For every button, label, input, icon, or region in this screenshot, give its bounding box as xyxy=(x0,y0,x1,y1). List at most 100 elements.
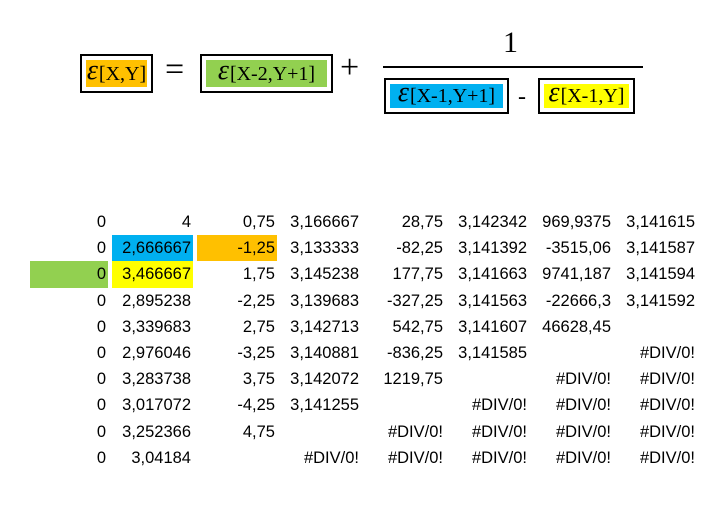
table-cell: -3515,06 xyxy=(545,239,611,258)
table-cell: #DIV/0! xyxy=(639,422,695,441)
table-cell: 3,145238 xyxy=(290,265,359,284)
table-cell: 1,75 xyxy=(242,265,275,284)
term1-epsilon-box: ε [X-2,Y+1] xyxy=(200,54,333,93)
denominator-left-subscript: [X-1,Y+1] xyxy=(409,85,496,107)
table-cell: 3,017072 xyxy=(122,396,191,415)
table-cell xyxy=(281,419,361,445)
table-cell: #DIV/0! xyxy=(639,343,695,362)
denominator-right-fill: ε [X-1,Y] xyxy=(544,79,629,108)
table-cell: 3,141592 xyxy=(626,291,695,310)
plus-sign: + xyxy=(340,49,360,86)
epsilon-symbol: ε xyxy=(397,77,409,108)
table-cell: 3,141663 xyxy=(458,265,527,284)
table-cell: 0 xyxy=(96,448,106,467)
lhs-epsilon-box: ε [X,Y] xyxy=(80,54,153,93)
table-row: 0 4 0,75 3,166667 28,75 3,142342 969,9375 3,141… xyxy=(0,209,727,235)
table-cell: 3,141587 xyxy=(626,239,695,258)
table-cell: #DIV/0! xyxy=(303,448,359,467)
table-cell: 3,141392 xyxy=(458,239,527,258)
table-cell: 4 xyxy=(181,213,191,231)
table-cell: 0,75 xyxy=(242,213,275,231)
table-cell xyxy=(197,445,277,471)
table-cell: 2,666667 xyxy=(112,235,193,262)
table-cell: 2,895238 xyxy=(122,291,191,310)
table-cell: 969,9375 xyxy=(542,213,611,231)
table-cell: 4,75 xyxy=(242,422,275,441)
table-cell: -82,25 xyxy=(396,239,443,258)
table-cell: #DIV/0! xyxy=(471,448,527,467)
denominator-right-box: ε [X-1,Y] xyxy=(538,78,635,114)
table-cell: #DIV/0! xyxy=(639,448,695,467)
lhs-epsilon-fill: ε [X,Y] xyxy=(86,54,147,87)
table-row: 0 2,895238 -2,25 3,139683 -327,25 3,141563 -22… xyxy=(0,288,727,314)
fraction-numerator: 1 xyxy=(503,26,518,59)
table-cell: 542,75 xyxy=(392,317,443,336)
epsilon-symbol: ε xyxy=(86,54,98,86)
table-cell xyxy=(365,392,445,418)
table-cell: 3,141615 xyxy=(626,213,695,231)
table-row: 0 3,339683 2,75 3,142713 542,75 3,141607 46628… xyxy=(0,314,727,340)
epsilon-symbol: ε xyxy=(548,77,560,108)
table-cell: #DIV/0! xyxy=(639,396,695,415)
denominator-left-box: ε [X-1,Y+1] xyxy=(384,78,509,114)
table-cell: #DIV/0! xyxy=(555,396,611,415)
table-cell: 3,142713 xyxy=(290,317,359,336)
table-cell: 3,75 xyxy=(242,370,275,389)
table-cell: -2,25 xyxy=(237,291,275,310)
table-cell: 3,252366 xyxy=(122,422,191,441)
table-cell: 3,142342 xyxy=(458,213,527,231)
table-cell: 0 xyxy=(96,396,106,415)
table-cell: 3,466667 xyxy=(112,261,193,288)
table-cell: 3,142072 xyxy=(290,370,359,389)
table-cell: 0 xyxy=(96,370,106,389)
table-cell: #DIV/0! xyxy=(471,422,527,441)
denominator-right-subscript: [X-1,Y] xyxy=(560,85,625,107)
table-cell: 0 xyxy=(96,343,106,362)
table-cell: #DIV/0! xyxy=(471,396,527,415)
table-cell: 3,141594 xyxy=(626,265,695,284)
table-cell: 2,75 xyxy=(242,317,275,336)
table-cell: 0 xyxy=(96,291,106,310)
table-cell: 1219,75 xyxy=(383,370,443,389)
table-cell: 3,141607 xyxy=(458,317,527,336)
minus-sign: - xyxy=(518,84,526,110)
table-cell: 9741,187 xyxy=(542,265,611,284)
table-cell: 3,141255 xyxy=(290,396,359,415)
table-cell: #DIV/0! xyxy=(555,448,611,467)
lhs-subscript: [X,Y] xyxy=(98,62,147,85)
table-cell: 28,75 xyxy=(401,213,443,231)
table-row: 0 2,976046 -3,25 3,140881 -836,25 3,141585 #DI… xyxy=(0,340,727,366)
recurrence-formula: ε [X,Y] = ε [X-2,Y+1] + 1 ε [X-1,Y+1] - ε [X… xyxy=(0,0,727,130)
table-row: 0 3,466667 1,75 3,145238 177,75 3,141663 9741,… xyxy=(0,261,727,288)
fraction-bar xyxy=(383,66,643,68)
table-cell: #DIV/0! xyxy=(387,422,443,441)
table-cell: 2,976046 xyxy=(122,343,191,362)
table-cell: 3,140881 xyxy=(290,343,359,362)
table-cell: 0 xyxy=(96,213,106,231)
table-row: 0 2,666667 -1,25 3,133333 -82,25 3,141392 -351… xyxy=(0,235,727,262)
table-row: 0 3,017072 -4,25 3,141255 #DIV/0! #DIV/0! #DIV… xyxy=(0,392,727,418)
table-cell: 3,141585 xyxy=(458,343,527,362)
term1-epsilon-fill: ε [X-2,Y+1] xyxy=(206,54,327,87)
table-cell xyxy=(617,314,697,340)
table-cell: 3,339683 xyxy=(122,317,191,336)
table-cell: 3,04184 xyxy=(131,448,191,467)
term1-subscript: [X-2,Y+1] xyxy=(229,62,316,85)
epsilon-symbol: ε xyxy=(217,54,229,86)
table-cell: #DIV/0! xyxy=(555,422,611,441)
table-cell: -327,25 xyxy=(387,291,443,310)
table-cell: 3,166667 xyxy=(290,213,359,231)
table-cell: 0 xyxy=(96,239,106,258)
table-cell: 177,75 xyxy=(392,265,443,284)
table-cell: 0 xyxy=(96,317,106,336)
table-row: 0 3,283738 3,75 3,142072 1219,75 #DIV/0! #DIV/… xyxy=(0,366,727,392)
table-cell: 0 xyxy=(96,422,106,441)
denominator-left-fill: ε [X-1,Y+1] xyxy=(390,79,503,108)
table-cell: 3,133333 xyxy=(290,239,359,258)
table-row: 0 3,04184 #DIV/0! #DIV/0! #DIV/0! #DIV/0! #DIV… xyxy=(0,445,727,471)
table-cell: -3,25 xyxy=(237,343,275,362)
table-cell: -1,25 xyxy=(197,235,277,262)
table-cell: 3,283738 xyxy=(122,370,191,389)
table-cell: -4,25 xyxy=(237,396,275,415)
table-cell: -836,25 xyxy=(387,343,443,362)
